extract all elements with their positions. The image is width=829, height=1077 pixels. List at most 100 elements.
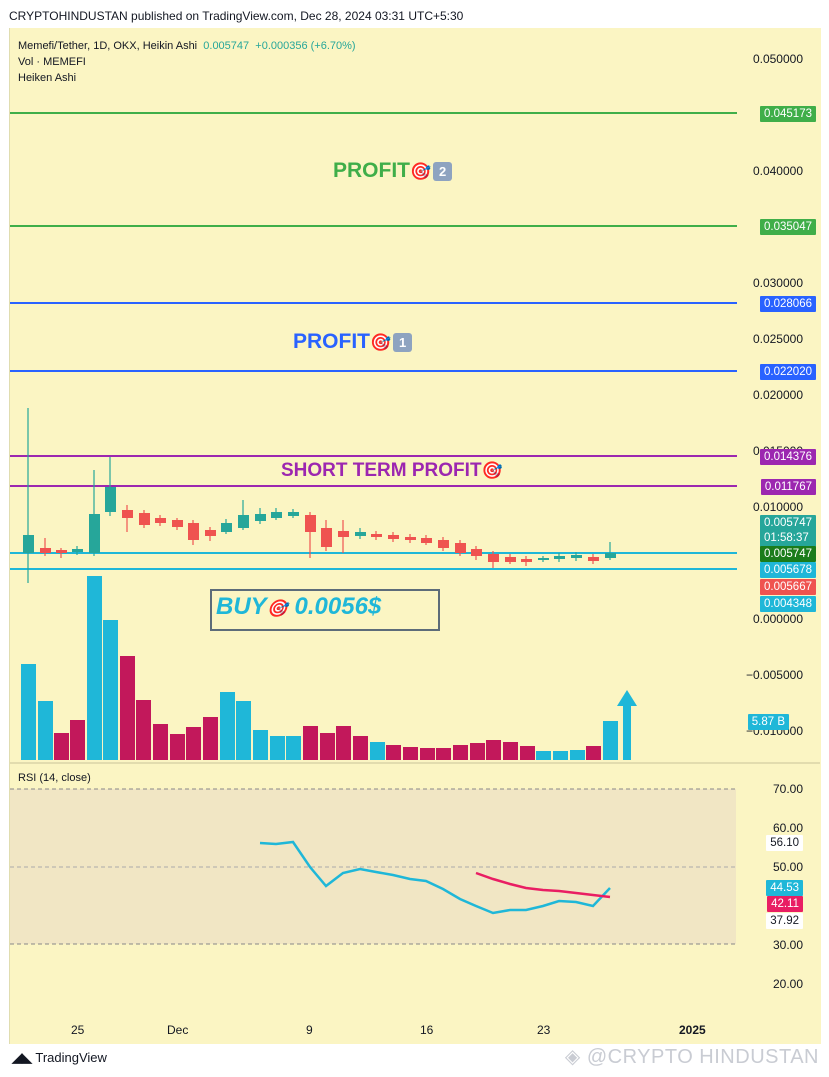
volume-bar xyxy=(270,736,285,760)
buy-callout: BUY🎯 0.0056$ xyxy=(216,593,381,621)
volume-bar xyxy=(70,720,85,760)
buy-price: 0.0056$ xyxy=(294,593,382,620)
x-tick: 2025 xyxy=(679,1023,706,1037)
price-tag-purple: 0.011767 xyxy=(760,479,816,495)
short-term-profit-text: SHORT TERM PROFIT xyxy=(281,460,482,481)
rsi-tick: 70.00 xyxy=(772,782,803,796)
price-tag-red: 0.005667 xyxy=(760,579,816,595)
volume-bar xyxy=(570,750,585,760)
tradingview-logo[interactable]: ◢◣ TradingView xyxy=(12,1050,107,1066)
price-tick: 0.030000 xyxy=(752,276,803,290)
candle-body xyxy=(505,557,516,562)
volume-bar xyxy=(603,721,618,760)
candle-body xyxy=(40,548,51,553)
volume-bar xyxy=(470,743,485,760)
buy-callout-box[interactable] xyxy=(210,589,440,631)
profit-1-note[interactable]: PROFIT🎯 1 xyxy=(293,330,413,354)
candle-body xyxy=(271,512,282,518)
candle-body xyxy=(488,554,499,562)
candle-body xyxy=(188,523,199,540)
candle-body xyxy=(571,555,582,558)
volume-bar xyxy=(486,740,501,760)
x-tick: Dec xyxy=(167,1023,189,1037)
candle-body xyxy=(238,515,249,528)
volume-bar xyxy=(203,717,218,760)
candle-body xyxy=(521,559,532,562)
profit-1-text: PROFIT xyxy=(293,330,370,353)
brand-text: TradingView xyxy=(35,1050,107,1065)
volume-bar xyxy=(87,576,102,760)
profit-2-text: PROFIT xyxy=(333,159,410,182)
candle-body xyxy=(255,514,266,521)
volume-bar xyxy=(370,742,385,760)
rsi-line xyxy=(259,840,611,915)
volume-indicator-label[interactable]: Vol · MEMEFI xyxy=(18,56,86,68)
candle-body xyxy=(155,518,166,523)
watermark: ◈ @CRYPTO HINDUSTAN xyxy=(565,1044,819,1069)
volume-bar xyxy=(136,700,151,760)
candle-body xyxy=(288,512,299,516)
volume-tag: 5.87 B xyxy=(747,714,789,730)
rsi-tick: 20.00 xyxy=(772,977,803,991)
watermark-text: @CRYPTO HINDUSTAN xyxy=(586,1046,819,1068)
candle-body xyxy=(405,537,416,540)
rsi-tick: 60.00 xyxy=(772,821,803,835)
volume-bar xyxy=(353,736,368,760)
volume-bar xyxy=(436,748,451,760)
volume-bar xyxy=(420,748,435,760)
rsi-tag-pink: 42.11 xyxy=(767,896,803,912)
price-tag-dark-green: 0.005747 xyxy=(760,546,816,562)
rsi-tick: 50.00 xyxy=(772,860,803,874)
candle-body xyxy=(588,557,599,561)
diamond-icon: ◈ xyxy=(564,1046,581,1068)
candle-body xyxy=(105,487,116,512)
x-tick: 23 xyxy=(537,1023,551,1037)
price-tick: 0.040000 xyxy=(752,164,803,178)
target-icon: 🎯 xyxy=(370,333,392,352)
price-tag-cyan: 0.005678 xyxy=(760,562,816,578)
rsi-tick: 30.00 xyxy=(772,938,803,952)
rsi-tag: 37.92 xyxy=(766,913,803,929)
price-tag-cyan: 0.004348 xyxy=(760,596,816,612)
candle-body xyxy=(221,523,232,532)
volume-bar xyxy=(503,742,518,760)
volume-bar xyxy=(103,620,118,760)
buy-text: BUY xyxy=(216,593,267,620)
price-tag-green: 0.035047 xyxy=(760,219,816,235)
volume-bar xyxy=(336,726,351,760)
candle-body xyxy=(338,531,349,537)
volume-bar xyxy=(453,745,468,760)
volume-bar xyxy=(153,724,168,760)
rsi-title[interactable]: RSI (14, close) xyxy=(18,772,91,784)
candle-body xyxy=(388,535,399,539)
candle-body xyxy=(72,549,83,552)
heiken-ashi-label[interactable]: Heiken Ashi xyxy=(18,72,77,84)
volume-bar xyxy=(286,736,301,760)
up-arrow-icon xyxy=(617,690,637,760)
price-tag-green: 0.045173 xyxy=(760,106,816,122)
rsi-ma-line xyxy=(475,871,611,899)
candle-body xyxy=(56,550,67,553)
volume-bar xyxy=(170,734,185,760)
volume-bar xyxy=(236,701,251,760)
profit-2-note[interactable]: PROFIT🎯 2 xyxy=(333,159,453,183)
candle-body xyxy=(554,556,565,559)
target-icon: 🎯 xyxy=(266,599,288,618)
volume-bar xyxy=(253,730,268,760)
candle-body xyxy=(421,538,432,543)
candle-body xyxy=(89,514,100,553)
price-tick: 0.050000 xyxy=(752,52,803,66)
volume-bar xyxy=(586,746,601,760)
price-tick: −0.005000 xyxy=(745,668,803,682)
symbol-label[interactable]: Memefi/Tether, 1D, OKX, Heikin Ashi xyxy=(18,40,198,52)
short-term-profit-note[interactable]: SHORT TERM PROFIT🎯 xyxy=(281,460,503,482)
publisher-info: CRYPTOHINDUSTAN published on TradingView… xyxy=(9,9,464,23)
volume-bar xyxy=(520,746,535,760)
volume-bar xyxy=(220,692,235,760)
price-tag-purple: 0.014376 xyxy=(760,449,816,465)
candle-body xyxy=(172,520,183,527)
candle-body xyxy=(538,558,549,560)
volume-bar xyxy=(54,733,69,760)
countdown: 01:58:37 xyxy=(764,532,809,544)
